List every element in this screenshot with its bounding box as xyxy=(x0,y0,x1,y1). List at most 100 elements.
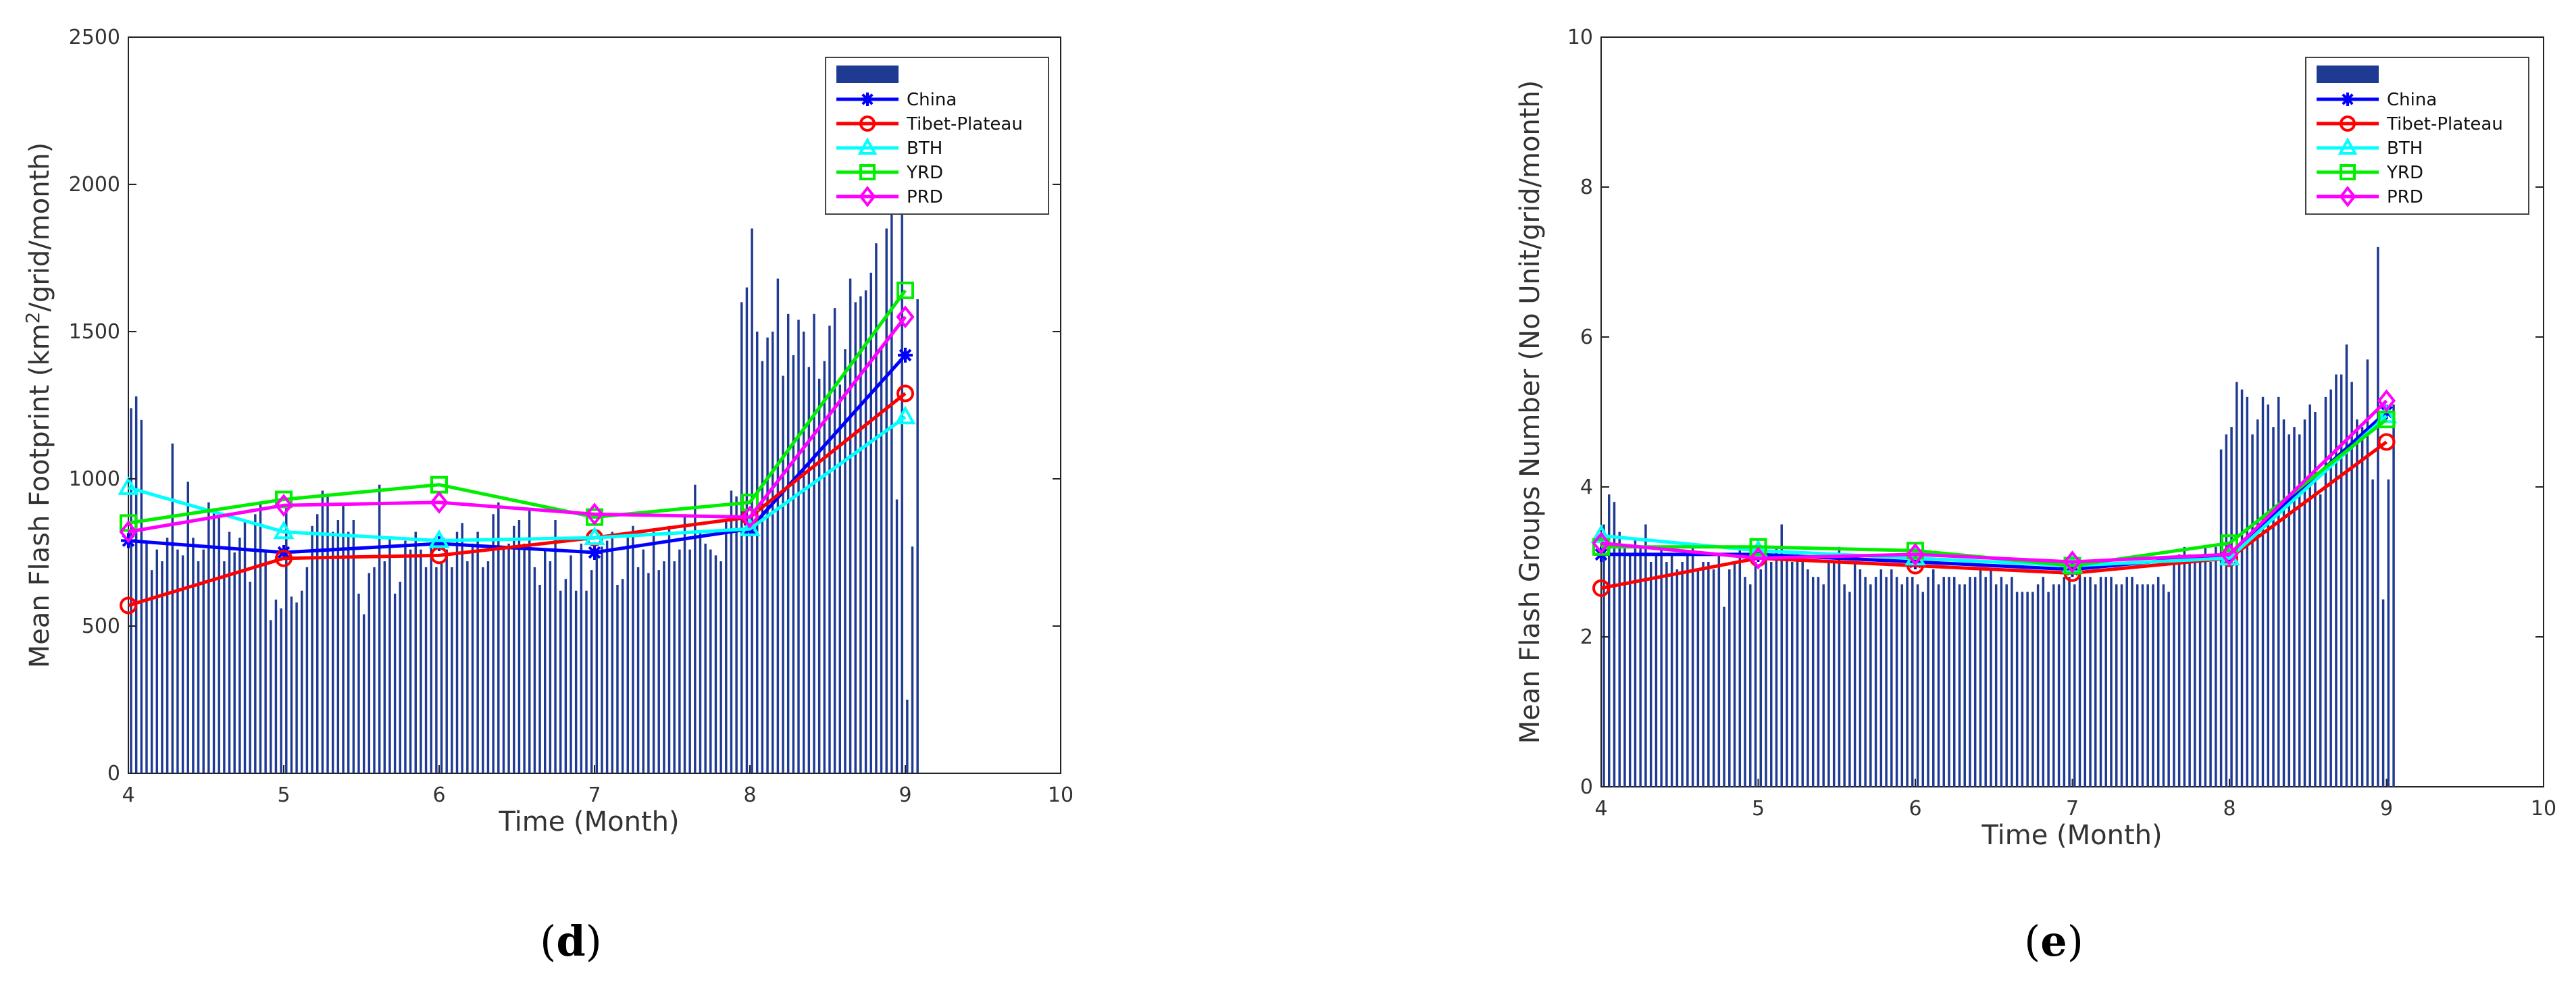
bar-d-19 xyxy=(228,532,231,773)
y-axis-label-e: Mean Flash Groups Number (No Unit/grid/m… xyxy=(1515,80,1546,744)
y-tick-label-d-1: 500 xyxy=(82,615,120,638)
x-tick-label-e-1: 5 xyxy=(1752,797,1765,821)
bar-e-29 xyxy=(1754,562,1757,787)
point-d-0-1 xyxy=(276,545,291,560)
bar-e-8 xyxy=(1644,524,1647,787)
bar-e-47 xyxy=(1848,592,1851,787)
panel-label-e: (e) xyxy=(2024,916,2083,966)
bar-d-87 xyxy=(580,543,583,773)
bar-d-45 xyxy=(362,614,365,773)
bar-e-5 xyxy=(1628,554,1632,787)
bar-d-32 xyxy=(295,602,298,773)
bar-e-26 xyxy=(1738,546,1742,787)
point-d-4-4 xyxy=(740,505,759,529)
bar-d-118 xyxy=(740,302,743,773)
bar-e-137 xyxy=(2319,494,2322,787)
bar-d-71 xyxy=(497,502,500,773)
point-d-0-2 xyxy=(432,536,447,551)
bar-e-150 xyxy=(2387,479,2390,787)
series-line-e-1 xyxy=(1600,440,2388,590)
bar-d-16 xyxy=(212,508,216,773)
bar-d-138 xyxy=(844,349,847,773)
bar-e-7 xyxy=(1639,546,1642,787)
series-line-d-3 xyxy=(128,289,907,525)
bar-e-146 xyxy=(2366,359,2369,787)
bar-d-148 xyxy=(895,499,899,773)
point-d-2-3 xyxy=(584,526,605,545)
bar-e-127 xyxy=(2267,404,2270,787)
bar-e-99 xyxy=(2120,584,2123,787)
bar-d-12 xyxy=(192,538,195,773)
bar-e-54 xyxy=(1885,577,1888,787)
bar-d-66 xyxy=(471,543,474,773)
bar-d-109 xyxy=(694,484,697,773)
bar-d-42 xyxy=(347,532,350,773)
bar-e-72 xyxy=(1979,569,1982,787)
bar-e-45 xyxy=(1838,546,1841,787)
bar-e-95 xyxy=(2099,577,2102,787)
series-line-d-2 xyxy=(128,415,907,543)
bar-e-135 xyxy=(2308,404,2311,787)
bar-d-68 xyxy=(482,567,484,773)
bar-d-84 xyxy=(564,579,567,773)
x-ticks-d: 4 5 6 7 8 9 10 xyxy=(122,765,1074,807)
bar-e-145 xyxy=(2360,427,2364,787)
bar-e-74 xyxy=(1990,569,1992,787)
point-d-1-1 xyxy=(275,549,293,567)
bar-e-40 xyxy=(1811,577,1815,787)
bar-d-81 xyxy=(549,561,552,773)
bar-e-24 xyxy=(1728,569,1731,787)
bar-e-130 xyxy=(2282,419,2285,787)
bar-d-64 xyxy=(461,523,463,773)
legend-marker-d-3 xyxy=(859,164,876,180)
bar-e-136 xyxy=(2314,412,2317,787)
point-e-4-3 xyxy=(2063,550,2082,573)
point-e-1-5 xyxy=(2377,433,2396,451)
bar-d-133 xyxy=(817,378,821,773)
legend-label-e-2: BTH xyxy=(2387,138,2423,159)
y-tick-label-e-3: 6 xyxy=(1580,326,1593,349)
bar-e-35 xyxy=(1786,554,1788,787)
bar-d-78 xyxy=(533,567,536,773)
bar-e-12 xyxy=(1665,562,1668,787)
series-line-e-4 xyxy=(1600,399,2388,564)
legend-label-d-3: YRD xyxy=(906,163,943,183)
bar-e-73 xyxy=(1984,577,1987,787)
x-tick-label-e-4: 8 xyxy=(2223,797,2236,821)
bar-d-131 xyxy=(807,367,811,773)
bar-d-65 xyxy=(466,561,469,773)
bar-d-27 xyxy=(270,620,272,773)
bar-d-13 xyxy=(197,561,200,773)
bar-e-107 xyxy=(2162,584,2165,787)
bar-e-30 xyxy=(1759,569,1763,787)
x-tick-label-e-5: 9 xyxy=(2380,797,2393,821)
bar-d-11 xyxy=(186,482,189,773)
bar-d-130 xyxy=(802,332,805,773)
bar-d-139 xyxy=(849,278,852,773)
bar-e-48 xyxy=(1853,562,1857,787)
bar-d-77 xyxy=(528,508,531,773)
bar-d-2 xyxy=(140,419,143,773)
bar-e-122 xyxy=(2240,389,2244,787)
y-ticks-e: 0 2 4 6 8 10 xyxy=(1567,26,2544,799)
bar-e-38 xyxy=(1801,562,1804,787)
series-line-d-1 xyxy=(128,392,907,607)
bar-d-105 xyxy=(673,561,676,773)
bar-e-28 xyxy=(1749,584,1752,787)
bar-e-88 xyxy=(2063,577,2066,787)
bar-e-133 xyxy=(2298,434,2301,787)
bar-e-63 xyxy=(1932,569,1935,787)
bar-e-85 xyxy=(2047,592,2050,787)
point-d-0-3 xyxy=(587,545,602,560)
bar-d-152 xyxy=(916,299,919,773)
bar-d-96 xyxy=(626,538,629,773)
legend-d: China Tibet-Plateau BTH YRD PRD xyxy=(825,57,1049,215)
bar-d-102 xyxy=(657,570,660,773)
y-axis-label-d: Mean Flash Footprint (km2/grid/month) xyxy=(22,143,55,668)
bar-d-79 xyxy=(538,584,541,773)
legend-marker-d-4 xyxy=(859,186,876,207)
bar-d-57 xyxy=(424,567,428,773)
y-axis-label-d-superscript: 2 xyxy=(22,312,44,324)
bar-d-55 xyxy=(414,532,417,773)
bar-e-50 xyxy=(1864,577,1867,787)
